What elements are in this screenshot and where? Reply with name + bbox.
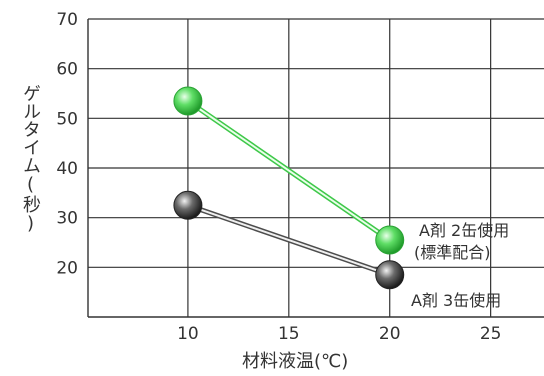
series-annotations: A剤 2缶使用 (標準配合) A剤 3缶使用: [411, 221, 509, 310]
x-tick-label: 15: [278, 324, 300, 344]
tick-labels: 20 30 40 50 60 70 10 15 20 25: [56, 10, 501, 344]
y-tick-label: 50: [56, 109, 78, 129]
x-tick-label: 20: [379, 324, 401, 344]
x-axis-label: 材料液温(℃): [242, 351, 349, 372]
x-tick-label: 25: [480, 324, 502, 344]
y-tick-label: 60: [56, 60, 78, 80]
grid-lines: [87, 18, 544, 318]
y-tick-label: 30: [56, 209, 78, 229]
series-line: [186, 100, 391, 241]
data-point-marker: [375, 260, 405, 290]
data-point-marker: [173, 190, 203, 220]
x-tick-label: 10: [177, 324, 199, 344]
y-tick-label: 40: [56, 159, 78, 179]
y-tick-label: 20: [56, 258, 78, 278]
series-line: [186, 204, 391, 276]
series-label-2can: A剤 2缶使用: [419, 221, 509, 240]
series-label-2can-sub: (標準配合): [414, 243, 491, 262]
data-point-marker: [375, 225, 405, 255]
y-axis-label: ゲルタイム(秒): [20, 84, 41, 234]
data-point-marker: [173, 86, 203, 116]
y-tick-label: 70: [56, 10, 78, 30]
series-layer: [173, 86, 405, 290]
series-label-3can: A剤 3缶使用: [411, 291, 501, 310]
